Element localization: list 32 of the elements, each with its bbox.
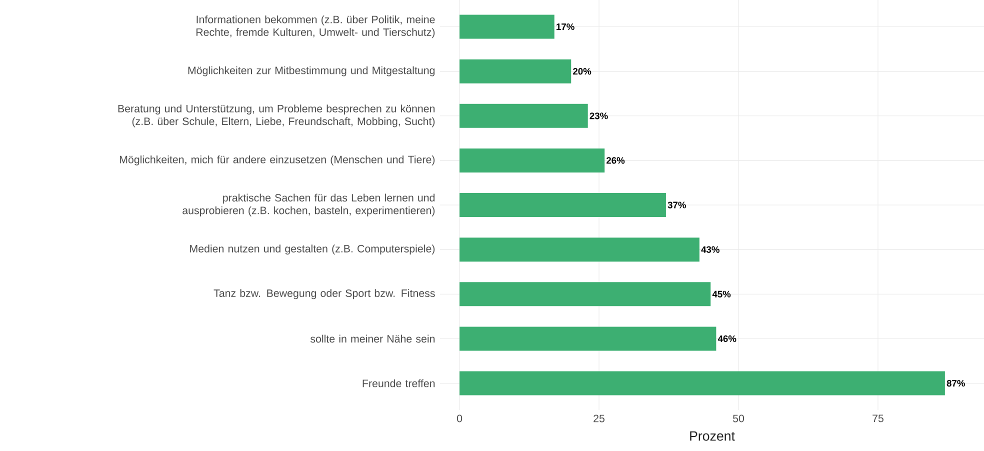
y-tick-label: Beratung und Unterstützung, um Probleme besprechen zu können (z.B. über Schule, Eltern, Liebe, Freundschaft, Mobbing, Sucht) xyxy=(118,104,435,128)
x-axis-title: Prozent xyxy=(690,431,735,441)
x-tick-label: 0 xyxy=(456,414,462,422)
x-tick-label: 25 xyxy=(594,414,604,422)
data-label: 43% xyxy=(701,246,720,253)
data-label: 20% xyxy=(573,68,592,75)
y-tick-label: Tanz bzw. Bewegung oder Sport bzw. Fitness xyxy=(214,289,435,300)
data-label: 87% xyxy=(946,380,965,387)
data-label: 26% xyxy=(606,157,625,164)
x-tick-label: 75 xyxy=(872,414,884,422)
bar xyxy=(460,282,711,306)
data-label: 46% xyxy=(718,335,736,342)
bar xyxy=(460,193,666,218)
data-label: 17% xyxy=(556,23,574,30)
y-tick-label: Freunde treffen xyxy=(362,379,435,388)
data-label: 37% xyxy=(668,202,686,208)
y-tick-label: Medien nutzen und gestalten (z.B. Computerspiele) xyxy=(190,244,435,255)
data-label: 23% xyxy=(590,112,608,120)
y-tick-label: sollte in meiner Nähe sein xyxy=(310,334,435,343)
y-tick-label: Informationen bekommen (z.B. über Politik, meine Rechte, fremde Kulturen, Umwelt- und Tierschutz) xyxy=(196,15,435,38)
x-tick-label: 50 xyxy=(732,414,744,422)
bar xyxy=(460,104,588,128)
bar xyxy=(460,59,572,84)
y-tick-label: Möglichkeiten zur Mitbestimmung und Mitgestaltung xyxy=(188,66,435,76)
bar xyxy=(460,238,700,262)
y-tick-label: praktische Sachen für das Leben lernen und ausprobieren (z.B. kochen, basteln, experimentieren) xyxy=(182,194,435,216)
y-tick-label: Möglichkeiten, mich für andere einzusetzen (Menschen und Tiere) xyxy=(120,155,435,166)
bar xyxy=(460,14,554,39)
bar xyxy=(460,326,716,351)
bar xyxy=(460,371,945,396)
data-label: 45% xyxy=(712,290,731,298)
bar xyxy=(460,148,605,172)
